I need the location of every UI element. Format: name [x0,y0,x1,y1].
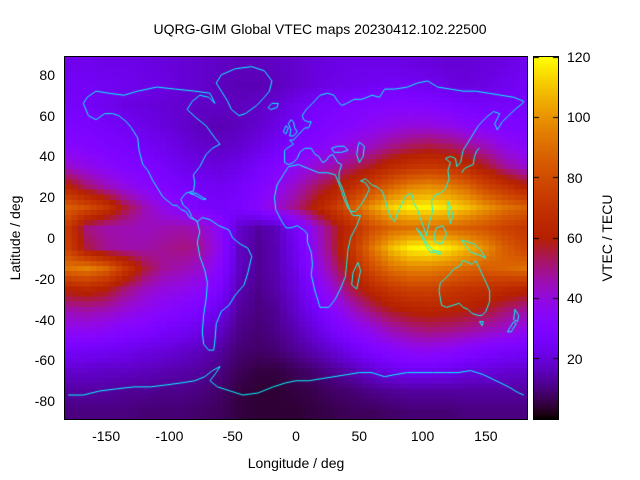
x-tick-label: -100 [155,428,184,444]
x-tick-label: -150 [92,428,121,444]
y-tick-label: 20 [39,189,55,206]
x-tick-label: 0 [292,428,300,444]
x-tick-label: -50 [222,428,243,444]
colorbar-tick-label: 40 [567,290,583,307]
colorbar-tick-label: 80 [567,169,583,186]
x-tick-label: 150 [474,428,498,444]
y-tick-label: 40 [39,148,55,165]
y-tick-label: 80 [39,66,55,83]
y-tick-label: 60 [39,107,55,124]
x-axis-label: Longitude / deg [247,455,345,471]
colorbar-label: VTEC / TECU [599,194,615,282]
page-title: UQRG-GIM Global VTEC maps 20230412.102.2… [153,21,487,37]
colorbar-tick-label: 60 [567,230,583,246]
y-tick-label: -40 [34,311,55,328]
colorbar-tick-label: 120 [567,49,591,65]
y-tick-label: -20 [34,270,55,287]
colorbar-gradient-canvas [534,57,558,419]
y-tick-label: 0 [47,230,55,246]
x-tick-label: 100 [410,428,435,444]
colorbar [533,56,559,420]
y-tick-label: -80 [34,393,55,410]
x-tick-label: 50 [351,428,368,444]
plot-area [64,56,528,420]
y-tick-label: -60 [34,352,55,369]
y-axis-label: Latitude / deg [7,195,23,281]
colorbar-tick-label: 100 [567,109,591,126]
colorbar-tick-label: 20 [567,350,583,367]
coastline-overlay-canvas [65,57,527,419]
